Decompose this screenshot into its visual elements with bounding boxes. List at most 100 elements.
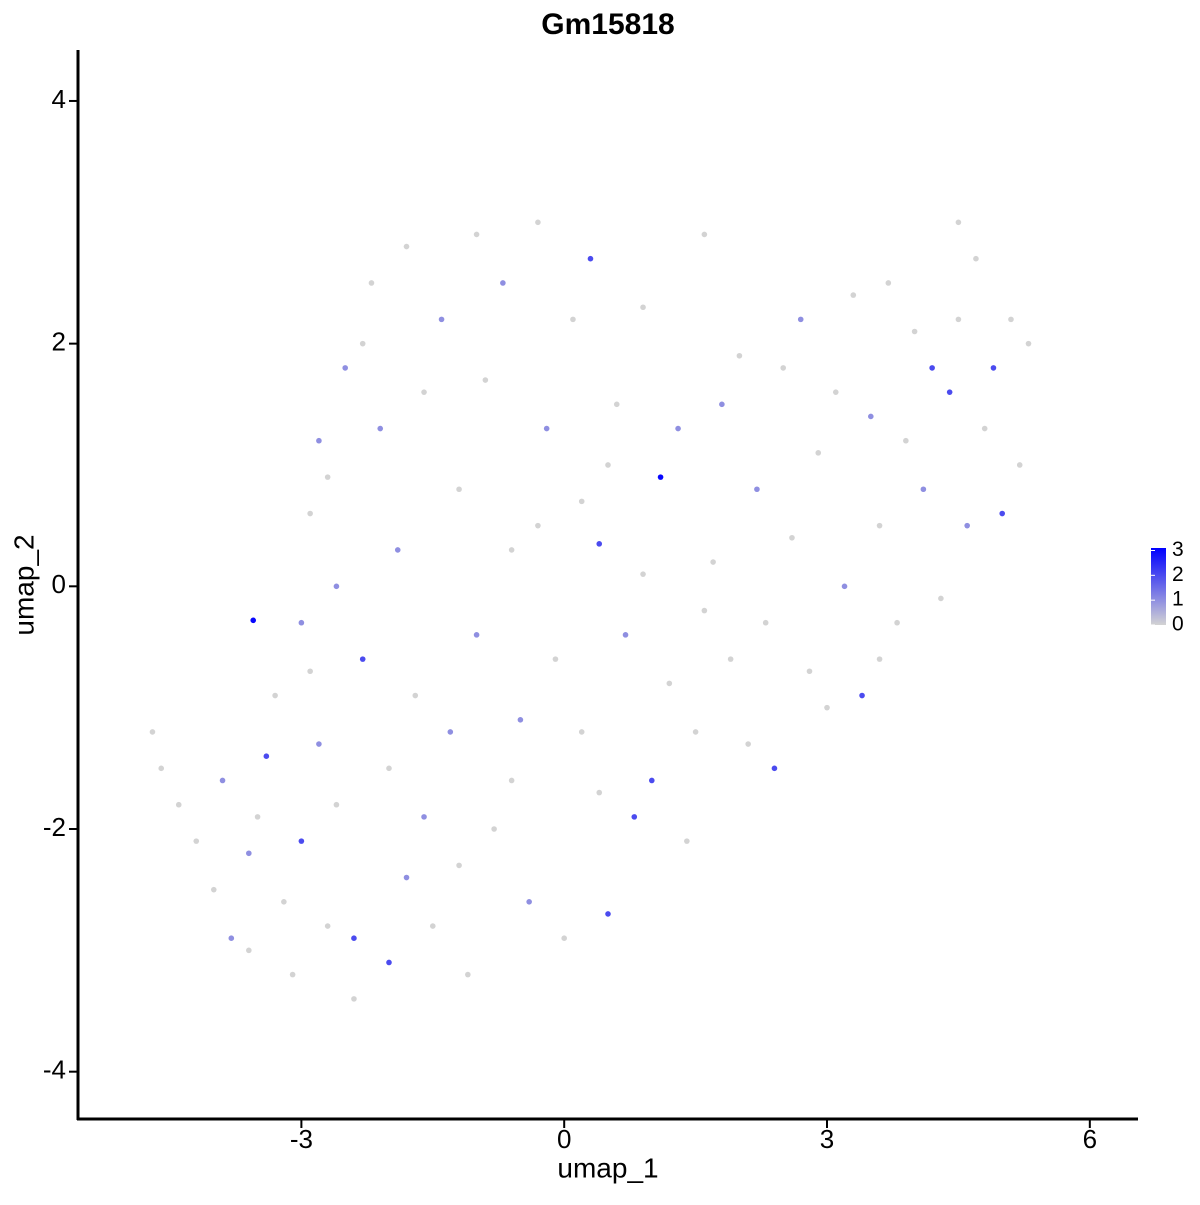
point: [605, 911, 611, 917]
point: [631, 814, 638, 820]
point: [465, 971, 471, 978]
colorbar-tick-label: 1: [1172, 588, 1184, 611]
point: [894, 619, 900, 626]
point: [876, 656, 883, 662]
point: [605, 462, 611, 468]
x-tick-label: 0: [557, 1124, 571, 1154]
point: [246, 850, 252, 857]
point: [946, 389, 953, 395]
point: [421, 814, 427, 820]
point: [1025, 340, 1032, 347]
point: [754, 486, 760, 493]
point: [535, 522, 541, 529]
point: [903, 437, 909, 444]
point: [342, 365, 348, 371]
point: [929, 365, 935, 371]
point: [850, 292, 857, 298]
x-tick-label: -3: [290, 1124, 313, 1154]
point: [175, 801, 182, 808]
point: [316, 437, 322, 444]
point: [815, 450, 822, 456]
point: [990, 365, 997, 371]
point: [351, 935, 357, 942]
point: [412, 692, 419, 699]
point: [622, 632, 629, 638]
point: [719, 401, 725, 408]
point: [552, 656, 559, 662]
point: [307, 668, 313, 675]
colorbar-tick-label: 3: [1172, 538, 1184, 561]
point: [359, 340, 366, 347]
point: [561, 935, 567, 942]
point: [333, 801, 340, 808]
point: [508, 547, 515, 553]
point: [640, 304, 646, 311]
point: [981, 425, 988, 432]
point: [377, 425, 384, 432]
point: [272, 692, 278, 699]
point: [1008, 316, 1014, 323]
point: [701, 607, 708, 614]
point: [938, 595, 944, 602]
point: [307, 510, 313, 517]
point: [456, 486, 462, 493]
point: [649, 777, 655, 784]
point: [692, 729, 699, 735]
point: [596, 541, 603, 547]
point: [736, 352, 743, 359]
point: [438, 316, 445, 323]
point: [491, 826, 497, 832]
y-tick-label: -2: [43, 812, 66, 842]
point: [920, 486, 927, 493]
point: [508, 777, 515, 784]
y-axis-label: umap_2: [8, 534, 39, 635]
point: [868, 413, 874, 420]
point: [246, 947, 252, 954]
point: [955, 316, 962, 323]
point: [447, 729, 454, 735]
point: [456, 862, 462, 869]
point: [832, 389, 839, 395]
point: [999, 510, 1006, 517]
y-tick-label: 2: [52, 327, 66, 357]
point: [710, 559, 716, 565]
colorbar-tick-label: 2: [1172, 563, 1184, 586]
point: [841, 583, 848, 590]
point: [911, 328, 918, 335]
point: [657, 474, 664, 480]
point: [806, 668, 813, 675]
point: [281, 899, 287, 905]
point: [228, 935, 235, 942]
y-tick-label: -4: [43, 1055, 66, 1085]
x-tick-label: 3: [820, 1124, 834, 1154]
point: [745, 741, 751, 747]
point: [535, 219, 541, 226]
colorbar: [1151, 548, 1166, 625]
point: [771, 765, 778, 772]
point: [250, 617, 257, 624]
point: [701, 231, 708, 238]
point: [193, 838, 200, 844]
point: [429, 923, 436, 929]
point: [473, 231, 480, 238]
point: [289, 971, 296, 978]
point: [368, 280, 375, 286]
point: [964, 522, 970, 529]
point: [473, 632, 480, 638]
point: [316, 741, 322, 747]
point: [613, 401, 620, 408]
point: [386, 959, 392, 966]
point: [403, 874, 410, 881]
point: [824, 704, 830, 711]
point: [578, 729, 585, 735]
point: [386, 765, 392, 772]
point: [351, 996, 357, 1002]
point: [780, 365, 787, 371]
point: [149, 729, 156, 735]
colorbar-tick-label: 0: [1172, 613, 1184, 636]
point: [526, 899, 532, 905]
x-axis-label: umap_1: [557, 1152, 658, 1183]
point: [482, 377, 489, 383]
point: [675, 425, 681, 432]
